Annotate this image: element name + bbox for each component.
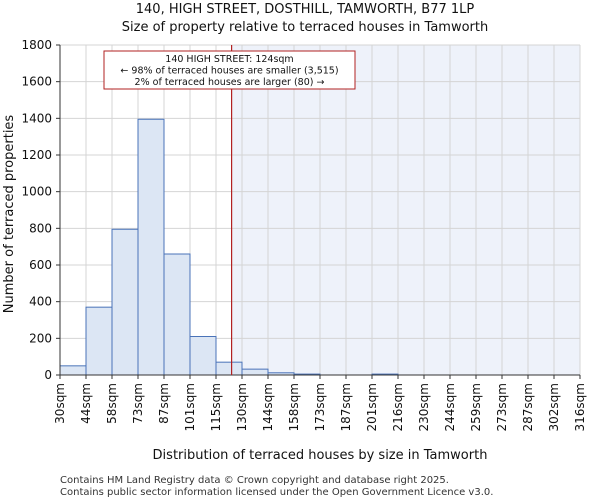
bar: [111, 228, 139, 376]
x-tick-label: 44sqm: [79, 383, 93, 424]
x-tick-label: 58sqm: [105, 383, 119, 424]
highlight-region: [231, 45, 580, 375]
x-tick-label: 201sqm: [365, 383, 379, 431]
y-tick-label: 1600: [21, 75, 52, 89]
plot-area: 0 200 400 600 800 1000 1200 1400 1600 1800 30sqm 44…: [21, 38, 587, 431]
y-tick-label: 1000: [21, 185, 52, 199]
annotation-box: [103, 50, 356, 90]
x-tick-label: 30sqm: [53, 383, 67, 424]
y-tick-label: 400: [29, 295, 52, 309]
bar: [163, 253, 191, 376]
y-tick-label: 800: [29, 221, 52, 235]
bar: [189, 336, 217, 376]
y-tick-label: 1400: [21, 111, 52, 125]
bar: [59, 365, 87, 376]
bar: [215, 361, 243, 376]
x-tick-label: 216sqm: [391, 383, 405, 431]
x-tick-label: 187sqm: [339, 383, 353, 431]
x-tick-label: 101sqm: [183, 383, 197, 431]
y-tick-label: 1200: [21, 148, 52, 162]
footer-line-2: Contains public sector information licen…: [60, 487, 493, 498]
y-tick-label: 200: [29, 331, 52, 345]
y-axis-label: Number of terraced properties: [2, 115, 17, 314]
y-tick-label: 600: [29, 258, 52, 272]
bar: [137, 118, 165, 376]
annotation-line-2: ← 98% of terraced houses are smaller (3,…: [120, 66, 338, 77]
x-tick-label: 87sqm: [157, 383, 171, 424]
annotation-line-3: 2% of terraced houses are larger (80) →: [135, 77, 325, 88]
x-tick-label: 259sqm: [469, 383, 483, 431]
chart-subtitle: Size of property relative to terraced ho…: [122, 20, 488, 35]
x-tick-label: 316sqm: [573, 383, 587, 431]
y-tick-label: 1800: [21, 38, 52, 52]
x-tick-label: 130sqm: [235, 383, 249, 431]
annotation-line-1: 140 HIGH STREET: 124sqm: [165, 54, 293, 65]
x-tick-label: 158sqm: [287, 383, 301, 431]
x-axis-label: Distribution of terraced houses by size …: [153, 448, 488, 463]
x-tick-label: 173sqm: [313, 383, 327, 431]
footer-line-1: Contains HM Land Registry data © Crown c…: [60, 475, 449, 486]
x-tick-label: 273sqm: [495, 383, 509, 431]
x-tick-label: 144sqm: [261, 383, 275, 431]
x-tick-label: 302sqm: [547, 383, 561, 431]
x-tick-label: 115sqm: [209, 383, 223, 431]
bar: [241, 368, 269, 376]
bar: [85, 306, 113, 376]
x-tick-label: 73sqm: [131, 383, 145, 424]
x-tick-label: 287sqm: [521, 383, 535, 431]
chart-title: 140, HIGH STREET, DOSTHILL, TAMWORTH, B7…: [136, 2, 475, 17]
x-tick-label: 244sqm: [443, 383, 457, 431]
y-tick-label: 0: [44, 368, 52, 382]
x-tick-label: 230sqm: [417, 383, 431, 431]
